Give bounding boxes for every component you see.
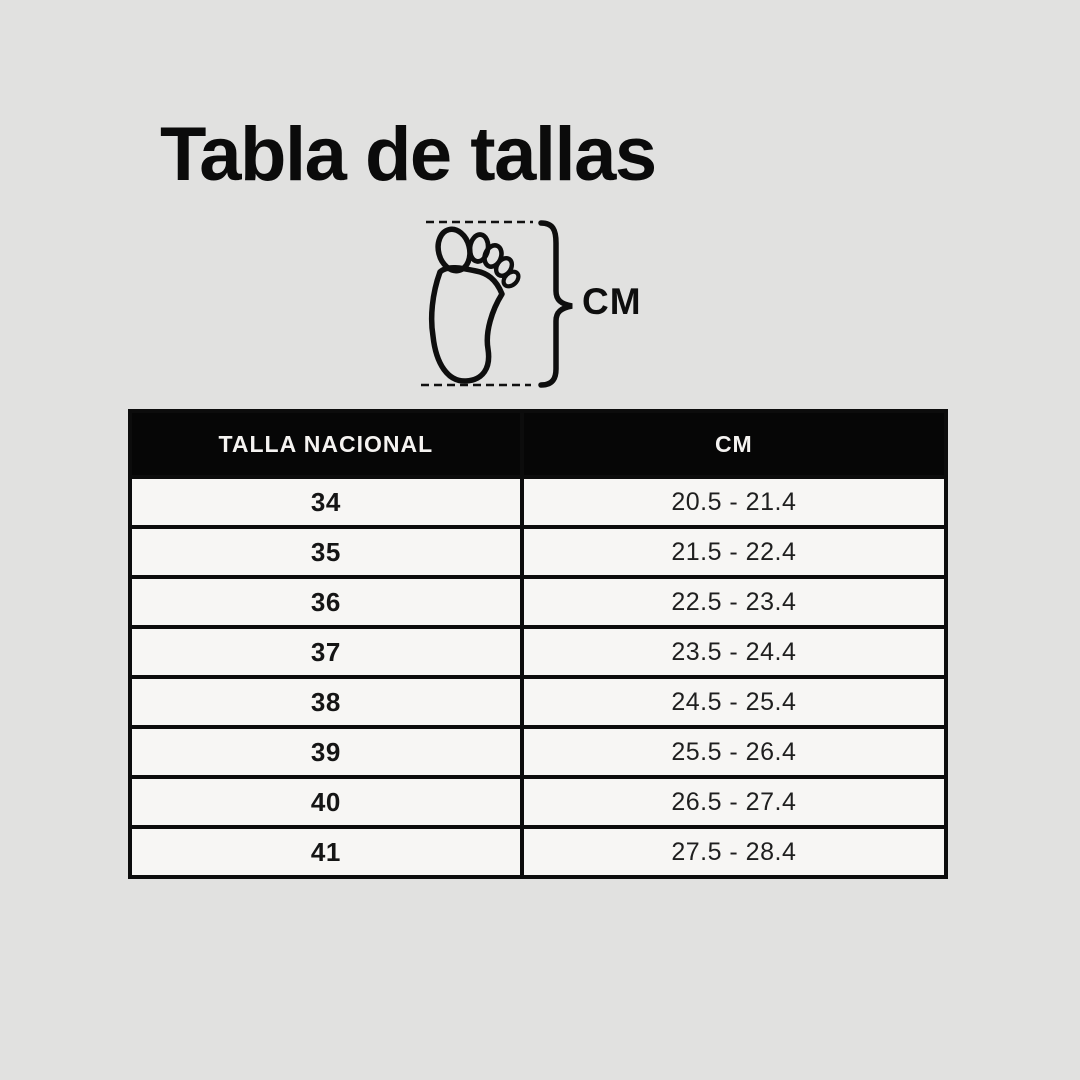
- cm-cell: 21.5 - 22.4: [519, 525, 949, 579]
- cm-cell: 27.5 - 28.4: [519, 825, 949, 879]
- talla-cell: 40: [128, 775, 524, 829]
- header-row: TALLA NACIONAL CM: [128, 409, 949, 479]
- talla-cell: 41: [128, 825, 524, 879]
- table-row: 38 24.5 - 25.4: [128, 675, 949, 729]
- size-table-body: 34 20.5 - 21.4 35 21.5 - 22.4 36 22.5 - …: [128, 475, 949, 879]
- size-table: TALLA NACIONAL CM 34 20.5 - 21.4 35 21.5…: [128, 409, 949, 879]
- cm-cell: 24.5 - 25.4: [519, 675, 949, 729]
- cm-cell: 22.5 - 23.4: [519, 575, 949, 629]
- column-header-talla-nacional: TALLA NACIONAL: [128, 409, 524, 479]
- table-row: 37 23.5 - 24.4: [128, 625, 949, 679]
- cm-cell: 25.5 - 26.4: [519, 725, 949, 779]
- cm-cell: 23.5 - 24.4: [519, 625, 949, 679]
- table-row: 35 21.5 - 22.4: [128, 525, 949, 579]
- talla-cell: 36: [128, 575, 524, 629]
- table-row: 41 27.5 - 28.4: [128, 825, 949, 879]
- page-title: Tabla de tallas: [160, 112, 657, 197]
- size-table-header: TALLA NACIONAL CM: [128, 409, 949, 479]
- footprint-icon: [428, 226, 521, 384]
- third-toe: [482, 243, 504, 269]
- foot-measure-figure: [421, 220, 573, 388]
- pinky-toe: [501, 269, 521, 289]
- talla-cell: 37: [128, 625, 524, 679]
- table-row: 36 22.5 - 23.4: [128, 575, 949, 629]
- talla-cell: 34: [128, 475, 524, 529]
- curly-brace-icon: [538, 220, 573, 388]
- cm-cell: 26.5 - 27.4: [519, 775, 949, 829]
- table-row: 40 26.5 - 27.4: [128, 775, 949, 829]
- talla-cell: 35: [128, 525, 524, 579]
- talla-cell: 39: [128, 725, 524, 779]
- talla-cell: 38: [128, 675, 524, 729]
- table-row: 39 25.5 - 26.4: [128, 725, 949, 779]
- foot-sole-outline: [428, 265, 505, 384]
- column-header-cm: CM: [519, 409, 949, 479]
- table-row: 34 20.5 - 21.4: [128, 475, 949, 529]
- cm-cell: 20.5 - 21.4: [519, 475, 949, 529]
- unit-label: CM: [582, 281, 642, 322]
